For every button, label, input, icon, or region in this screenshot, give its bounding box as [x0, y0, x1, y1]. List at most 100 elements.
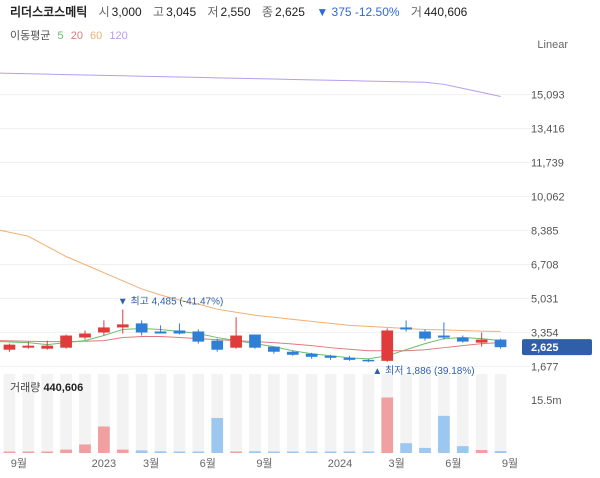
candle-3	[60, 334, 72, 349]
candle-19	[362, 358, 375, 363]
candle-21	[400, 320, 412, 332]
ma-legend-title: 이동평균	[10, 30, 51, 42]
ma60-legend[interactable]: 60	[90, 30, 103, 42]
candle-24	[456, 335, 469, 343]
y-tick-label-6: 5,031	[531, 293, 559, 305]
x-tick-label-8: 9월	[502, 457, 518, 470]
candle-body-21	[400, 327, 412, 330]
ma20-legend[interactable]: 20	[70, 30, 83, 42]
candle-body-4	[79, 333, 91, 338]
candle-0	[3, 343, 16, 352]
price-annotations: ▼ 최고 4,485 (-41.47%) ▲ 최저 1,886 (39.18%)	[118, 295, 475, 377]
candle-20	[381, 328, 394, 362]
candle-body-6	[116, 324, 129, 328]
candle-2	[41, 340, 54, 350]
volume-bg-22	[419, 374, 431, 453]
x-tick-label-6: 3월	[389, 457, 405, 470]
candle-body-16	[305, 353, 318, 357]
candle-body-2	[41, 345, 54, 349]
stock-name: 리더스코스메틱	[10, 5, 88, 19]
candle-15	[286, 350, 299, 356]
volume-bar-20	[381, 397, 394, 453]
volume-bg-4	[79, 374, 91, 453]
volume-bar-12	[230, 451, 242, 453]
high-annotation: ▼ 최고 4,485 (-41.47%)	[118, 295, 224, 307]
candle-5	[98, 320, 110, 336]
ma120-line	[0, 72, 501, 97]
candle-12	[230, 317, 242, 349]
moving-average-lines	[0, 72, 501, 360]
volume-bg-15	[286, 374, 299, 453]
volume-bar-0	[3, 451, 16, 453]
volume-bg-1	[22, 374, 35, 453]
volume-bar-14	[268, 451, 280, 453]
volume-label: 거	[410, 5, 422, 19]
x-tick-label-5: 2024	[328, 458, 352, 470]
volume-bar-4	[79, 444, 91, 453]
volume-bg-3	[60, 374, 72, 453]
volume-bar-21	[400, 443, 412, 453]
volume-bg-23	[438, 374, 450, 453]
moving-average-legend[interactable]: 이동평균 5 20 60 120	[10, 27, 132, 43]
low-value: 2,550	[220, 5, 251, 19]
volume-bg-10	[192, 374, 205, 453]
volume-bg-13	[249, 374, 261, 453]
candle-body-9	[173, 330, 186, 334]
volume-bar-25	[475, 450, 488, 453]
candle-body-19	[362, 359, 375, 362]
ma120-legend[interactable]: 120	[109, 30, 128, 42]
volume-bg-19	[362, 374, 375, 453]
volume-bg-25	[475, 374, 488, 453]
volume-title-value: 440,606	[43, 382, 84, 394]
candle-18	[343, 355, 356, 361]
volume-bar-5	[98, 426, 110, 453]
volume-bg-9	[173, 374, 186, 453]
volume-bg-26	[494, 374, 507, 453]
candle-body-8	[154, 331, 167, 334]
candle-body-12	[230, 335, 242, 348]
low-annotation: ▲ 최저 1,886 (39.18%)	[372, 365, 474, 377]
volume-bar-19	[362, 451, 375, 453]
close-label: 종	[261, 5, 273, 19]
candle-6	[116, 309, 129, 334]
candlesticks	[3, 309, 507, 363]
candle-body-3	[60, 335, 72, 348]
candle-7	[135, 320, 148, 336]
x-tick-label-0: 9월	[11, 457, 27, 470]
scale-type-button[interactable]: Linear	[537, 39, 568, 51]
y-tick-label-3: 10,062	[531, 192, 565, 204]
candle-body-18	[343, 357, 356, 360]
candle-body-25	[475, 339, 488, 343]
candle-9	[173, 323, 186, 335]
change-value: ▼ 375 -12.50%	[316, 5, 400, 19]
volume-bg-11	[211, 374, 224, 453]
ma60-line	[0, 229, 501, 332]
volume-bar-23	[438, 415, 450, 453]
price-grid	[0, 94, 535, 367]
candle-body-15	[286, 351, 299, 355]
volume-bg-7	[135, 374, 148, 453]
candle-8	[154, 325, 167, 334]
volume-title: 거래량 440,606	[10, 379, 83, 395]
volume-bar-3	[60, 449, 72, 453]
volume-bg-2	[41, 374, 54, 453]
y-tick-label-8: 1,677	[531, 361, 559, 373]
candle-body-0	[3, 344, 16, 350]
high-value: 3,045	[166, 5, 197, 19]
volume-bg-16	[305, 374, 318, 453]
price-axis: 15,093 13,416 11,739 10,062 8,385 6,708 5,031 3…	[522, 90, 592, 407]
candle-body-22	[419, 331, 431, 339]
candle-body-17	[324, 355, 337, 358]
ma5-legend[interactable]: 5	[57, 30, 64, 42]
candle-body-23	[438, 335, 450, 338]
volume-bg-8	[154, 374, 167, 453]
volume-bar-2	[41, 451, 54, 453]
volume-bars	[3, 397, 507, 453]
quote-summary: 리더스코스메틱 시 3,000 고 3,045 저 2,550 종 2,625 ▼ 37…	[10, 3, 475, 20]
y-tick-label-2: 11,739	[531, 158, 564, 170]
volume-bar-1	[22, 451, 35, 453]
candle-body-5	[98, 327, 110, 333]
candle-body-11	[211, 340, 224, 350]
volume-bg-5	[98, 374, 110, 453]
